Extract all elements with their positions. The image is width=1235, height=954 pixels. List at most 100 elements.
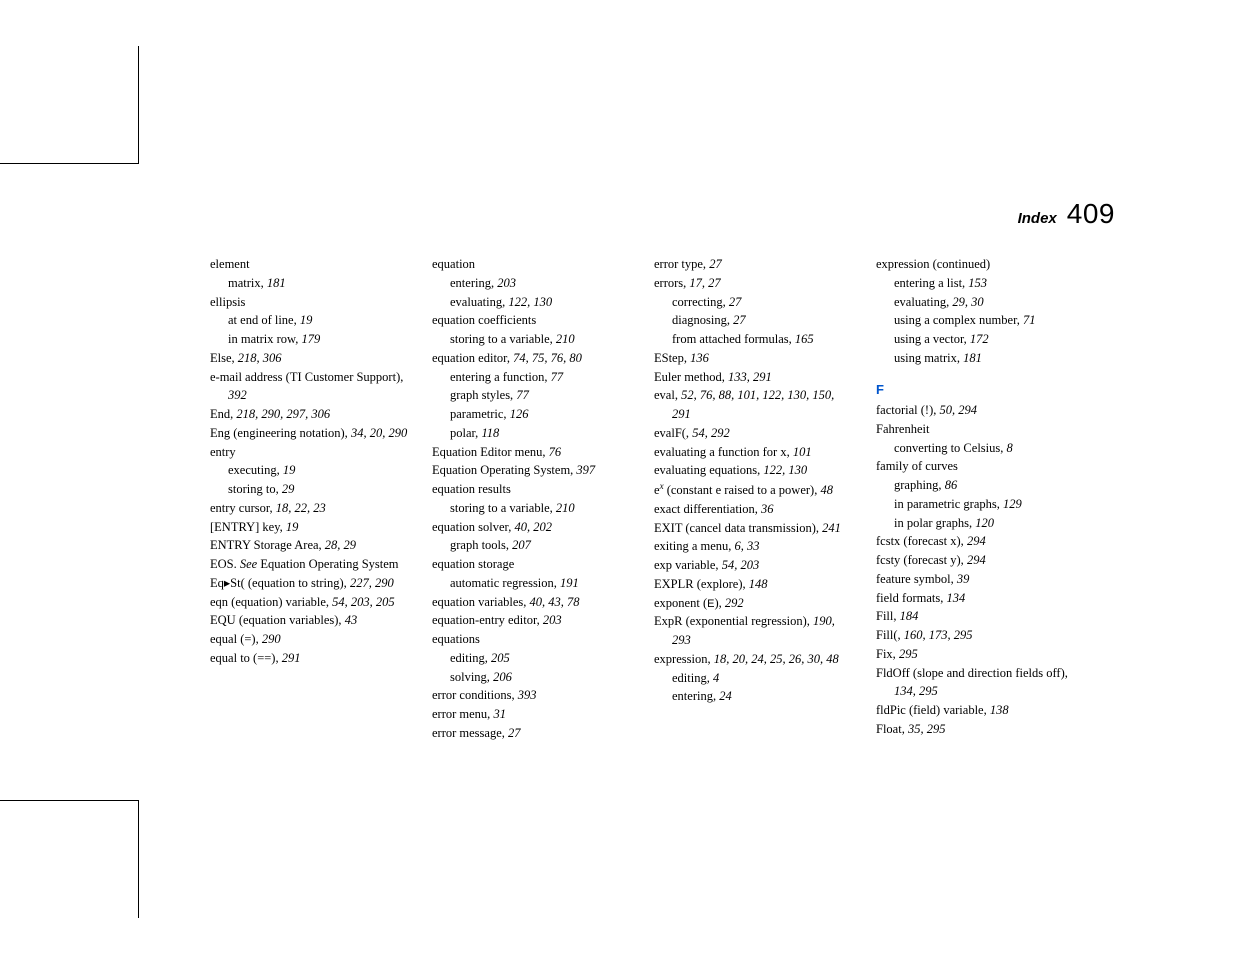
index-entry: Float, 35, 295	[876, 720, 1078, 739]
index-entry: element	[210, 255, 412, 274]
index-entry: Euler method, 133, 291	[654, 368, 856, 387]
index-entry: fcsty (forecast y), 294	[876, 551, 1078, 570]
index-entry: [ENTRY] key, 19	[210, 518, 412, 537]
index-entry: entry cursor, 18, 22, 23	[210, 499, 412, 518]
index-entry: using matrix, 181	[876, 349, 1078, 368]
index-entry: executing, 19	[210, 461, 412, 480]
index-entry: FldOff (slope and direction fields off),…	[876, 664, 1078, 702]
index-entry: equal (=), 290	[210, 630, 412, 649]
index-entry: equal to (==), 291	[210, 649, 412, 668]
index-entry: storing to a variable, 210	[432, 499, 634, 518]
index-entry: polar, 118	[432, 424, 634, 443]
index-entry: using a vector, 172	[876, 330, 1078, 349]
index-entry: Equation Editor menu, 76	[432, 443, 634, 462]
index-entry: equation solver, 40, 202	[432, 518, 634, 537]
index-entry: EXIT (cancel data transmission), 241	[654, 519, 856, 538]
index-entry: Fix, 295	[876, 645, 1078, 664]
index-entry: EOS. See Equation Operating System	[210, 555, 412, 574]
index-entry: fldPic (field) variable, 138	[876, 701, 1078, 720]
index-entry: Equation Operating System, 397	[432, 461, 634, 480]
index-entry: editing, 4	[654, 669, 856, 688]
index-entry: error menu, 31	[432, 705, 634, 724]
index-entry: ellipsis	[210, 293, 412, 312]
index-entry: graph tools, 207	[432, 536, 634, 555]
index-entry: exiting a menu, 6, 33	[654, 537, 856, 556]
section-letter: F	[876, 380, 1078, 400]
index-entry: ENTRY Storage Area, 28, 29	[210, 536, 412, 555]
index-column-3: error type, 27errors, 17, 27correcting, …	[654, 255, 856, 743]
index-entry: ex (constant e raised to a power), 48	[654, 480, 856, 500]
index-entry: in polar graphs, 120	[876, 514, 1078, 533]
index-entry: equation variables, 40, 43, 78	[432, 593, 634, 612]
index-column-1: elementmatrix, 181ellipsisat end of line…	[210, 255, 412, 743]
index-entry: entering, 203	[432, 274, 634, 293]
index-entry: equation editor, 74, 75, 76, 80	[432, 349, 634, 368]
index-entry: expression (continued)	[876, 255, 1078, 274]
index-entry: automatic regression, 191	[432, 574, 634, 593]
index-entry: ExpR (exponential regression), 190, 293	[654, 612, 856, 650]
index-entry: editing, 205	[432, 649, 634, 668]
index-entry: error message, 27	[432, 724, 634, 743]
index-entry: Fill, 184	[876, 607, 1078, 626]
index-entry: storing to a variable, 210	[432, 330, 634, 349]
index-entry: entering a list, 153	[876, 274, 1078, 293]
index-entry: evaluating, 122, 130	[432, 293, 634, 312]
index-entry: storing to, 29	[210, 480, 412, 499]
index-entry: e-mail address (TI Customer Support), 39…	[210, 368, 412, 406]
index-entry: diagnosing, 27	[654, 311, 856, 330]
index-entry: eqn (equation) variable, 54, 203, 205	[210, 593, 412, 612]
index-entry: Eng (engineering notation), 34, 20, 290	[210, 424, 412, 443]
index-entry: eval, 52, 76, 88, 101, 122, 130, 150, 29…	[654, 386, 856, 424]
index-entry: at end of line, 19	[210, 311, 412, 330]
index-entry: feature symbol, 39	[876, 570, 1078, 589]
header-page-number: 409	[1067, 198, 1115, 229]
index-entry: graphing, 86	[876, 476, 1078, 495]
index-entry: evaluating a function for x, 101	[654, 443, 856, 462]
index-entry: fcstx (forecast x), 294	[876, 532, 1078, 551]
index-entry: parametric, 126	[432, 405, 634, 424]
index-entry: evalF(, 54, 292	[654, 424, 856, 443]
index-entry: errors, 17, 27	[654, 274, 856, 293]
index-entry: factorial (!), 50, 294	[876, 401, 1078, 420]
index-entry: exponent (E), 292	[654, 594, 856, 613]
crop-mark	[138, 800, 139, 918]
index-entry: entering a function, 77	[432, 368, 634, 387]
index-entry: entry	[210, 443, 412, 462]
index-entry: Fill(, 160, 173, 295	[876, 626, 1078, 645]
index-entry: error type, 27	[654, 255, 856, 274]
index-entry: EXPLR (explore), 148	[654, 575, 856, 594]
header-label: Index	[1018, 210, 1057, 227]
index-entry: equation	[432, 255, 634, 274]
index-entry: exact differentiation, 36	[654, 500, 856, 519]
index-entry: matrix, 181	[210, 274, 412, 293]
index-entry: equation coefficients	[432, 311, 634, 330]
index-entry: graph styles, 77	[432, 386, 634, 405]
index-entry: from attached formulas, 165	[654, 330, 856, 349]
index-entry: field formats, 134	[876, 589, 1078, 608]
index-entry: Eq▸St( (equation to string), 227, 290	[210, 574, 412, 593]
index-entry: correcting, 27	[654, 293, 856, 312]
index-entry: error conditions, 393	[432, 686, 634, 705]
index-columns: elementmatrix, 181ellipsisat end of line…	[210, 255, 1078, 743]
index-entry: End, 218, 290, 297, 306	[210, 405, 412, 424]
index-entry: EStep, 136	[654, 349, 856, 368]
crop-mark	[0, 163, 138, 164]
page-header: Index 409	[1018, 198, 1115, 230]
crop-mark	[0, 800, 138, 801]
index-entry: exp variable, 54, 203	[654, 556, 856, 575]
crop-mark	[138, 46, 139, 164]
index-entry: in matrix row, 179	[210, 330, 412, 349]
index-entry: family of curves	[876, 457, 1078, 476]
index-entry: EQU (equation variables), 43	[210, 611, 412, 630]
index-column-4: expression (continued)entering a list, 1…	[876, 255, 1078, 743]
index-entry: in parametric graphs, 129	[876, 495, 1078, 514]
index-entry: Fahrenheit	[876, 420, 1078, 439]
index-entry: equation-entry editor, 203	[432, 611, 634, 630]
index-entry: entering, 24	[654, 687, 856, 706]
index-entry: evaluating, 29, 30	[876, 293, 1078, 312]
index-column-2: equationentering, 203evaluating, 122, 13…	[432, 255, 634, 743]
index-entry: equation results	[432, 480, 634, 499]
index-entry: equations	[432, 630, 634, 649]
index-entry: using a complex number, 71	[876, 311, 1078, 330]
index-entry: Else, 218, 306	[210, 349, 412, 368]
